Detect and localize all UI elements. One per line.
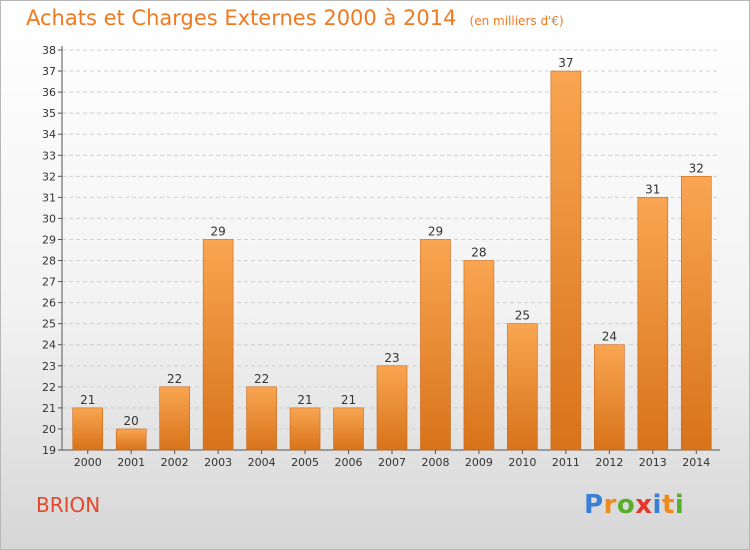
y-tick-label: 35 [42, 107, 56, 120]
data-label-2014: 32 [689, 161, 704, 175]
y-tick-label: 34 [42, 128, 56, 141]
x-tick-label-2003: 2003 [204, 456, 232, 469]
chart-unit-text: (en milliers d'€) [469, 14, 564, 28]
logo-letter: o [616, 490, 636, 520]
data-label-2003: 29 [210, 224, 225, 238]
y-tick-label: 38 [42, 44, 56, 57]
proxiti-logo: Proxiti [584, 490, 684, 520]
y-tick-label: 30 [42, 212, 56, 225]
x-tick-label-2011: 2011 [552, 456, 580, 469]
y-tick-label: 24 [42, 339, 56, 352]
data-label-2006: 21 [341, 393, 356, 407]
y-tick-label: 25 [42, 318, 56, 331]
bar-2007 [376, 365, 408, 451]
x-tick-label-2006: 2006 [335, 456, 363, 469]
commune-name: BRION [36, 493, 101, 517]
data-label-2012: 24 [602, 330, 617, 344]
logo-letter: r [603, 490, 617, 520]
x-tick-label-2010: 2010 [508, 456, 536, 469]
logo-letter: i [652, 490, 662, 520]
y-tick-label: 27 [42, 276, 56, 289]
y-tick-label: 23 [42, 360, 56, 373]
chart-title-text: Achats et Charges Externes 2000 à 2014 [26, 6, 457, 30]
logo-letter: t [661, 490, 675, 520]
labels: 21 2000 20 2001 22 2002 29 2003 22 2004 21 2005 21 20… [74, 56, 711, 469]
bar-2001 [115, 428, 147, 451]
bar-2000 [72, 407, 104, 451]
y-tick-label: 31 [42, 191, 56, 204]
bar-2002 [159, 386, 190, 451]
logo-letter: P [584, 490, 604, 520]
logo-letter: i [674, 490, 685, 520]
data-label-2004: 22 [254, 372, 269, 386]
x-tick-label-2012: 2012 [595, 456, 623, 469]
x-tick-label-2001: 2001 [117, 456, 145, 469]
bars [72, 70, 712, 451]
y-tick-label: 33 [42, 149, 56, 162]
data-label-2011: 37 [558, 56, 573, 70]
y-tick-label: 32 [42, 170, 56, 183]
bar-2011 [550, 70, 582, 451]
bar-2014 [680, 176, 712, 451]
bar-2012 [594, 344, 625, 451]
y-tick-label: 22 [42, 381, 56, 394]
data-label-2001: 20 [124, 414, 139, 428]
x-tick-label-2009: 2009 [465, 456, 493, 469]
bar-2008 [420, 239, 451, 451]
data-label-2009: 28 [471, 246, 486, 260]
chart-title: Achats et Charges Externes 2000 à 2014 (… [26, 6, 564, 30]
data-label-2007: 23 [384, 351, 399, 365]
bar-2003 [202, 239, 234, 451]
y-tick-label: 20 [42, 423, 56, 436]
x-tick-label-2004: 2004 [248, 456, 276, 469]
y-tick-label: 28 [42, 255, 56, 268]
y-tick-label: 37 [42, 65, 56, 78]
bar-2005 [289, 407, 321, 451]
y-tick-label: 21 [42, 402, 56, 415]
data-label-2013: 31 [645, 182, 660, 196]
y-tick-label: 26 [42, 297, 56, 310]
x-tick-label-2008: 2008 [421, 456, 449, 469]
y-tick-label: 19 [42, 444, 56, 457]
bar-2013 [637, 197, 669, 451]
x-tick-label-2007: 2007 [378, 456, 406, 469]
x-tick-label-2000: 2000 [74, 456, 102, 469]
y-tick-label: 29 [42, 233, 56, 246]
y-tick-label: 36 [42, 86, 56, 99]
bar-2006 [333, 407, 364, 451]
bar-2010 [507, 323, 538, 451]
x-tick-label-2013: 2013 [639, 456, 667, 469]
data-label-2008: 29 [428, 224, 443, 238]
x-tick-label-2014: 2014 [682, 456, 710, 469]
data-label-2000: 21 [80, 393, 95, 407]
bar-2009 [463, 260, 495, 451]
logo-letter: x [635, 490, 653, 520]
data-label-2002: 22 [167, 372, 182, 386]
bar-2004 [246, 386, 277, 451]
x-tick-label-2005: 2005 [291, 456, 319, 469]
data-label-2010: 25 [515, 309, 530, 323]
x-tick-label-2002: 2002 [161, 456, 189, 469]
data-label-2005: 21 [297, 393, 312, 407]
